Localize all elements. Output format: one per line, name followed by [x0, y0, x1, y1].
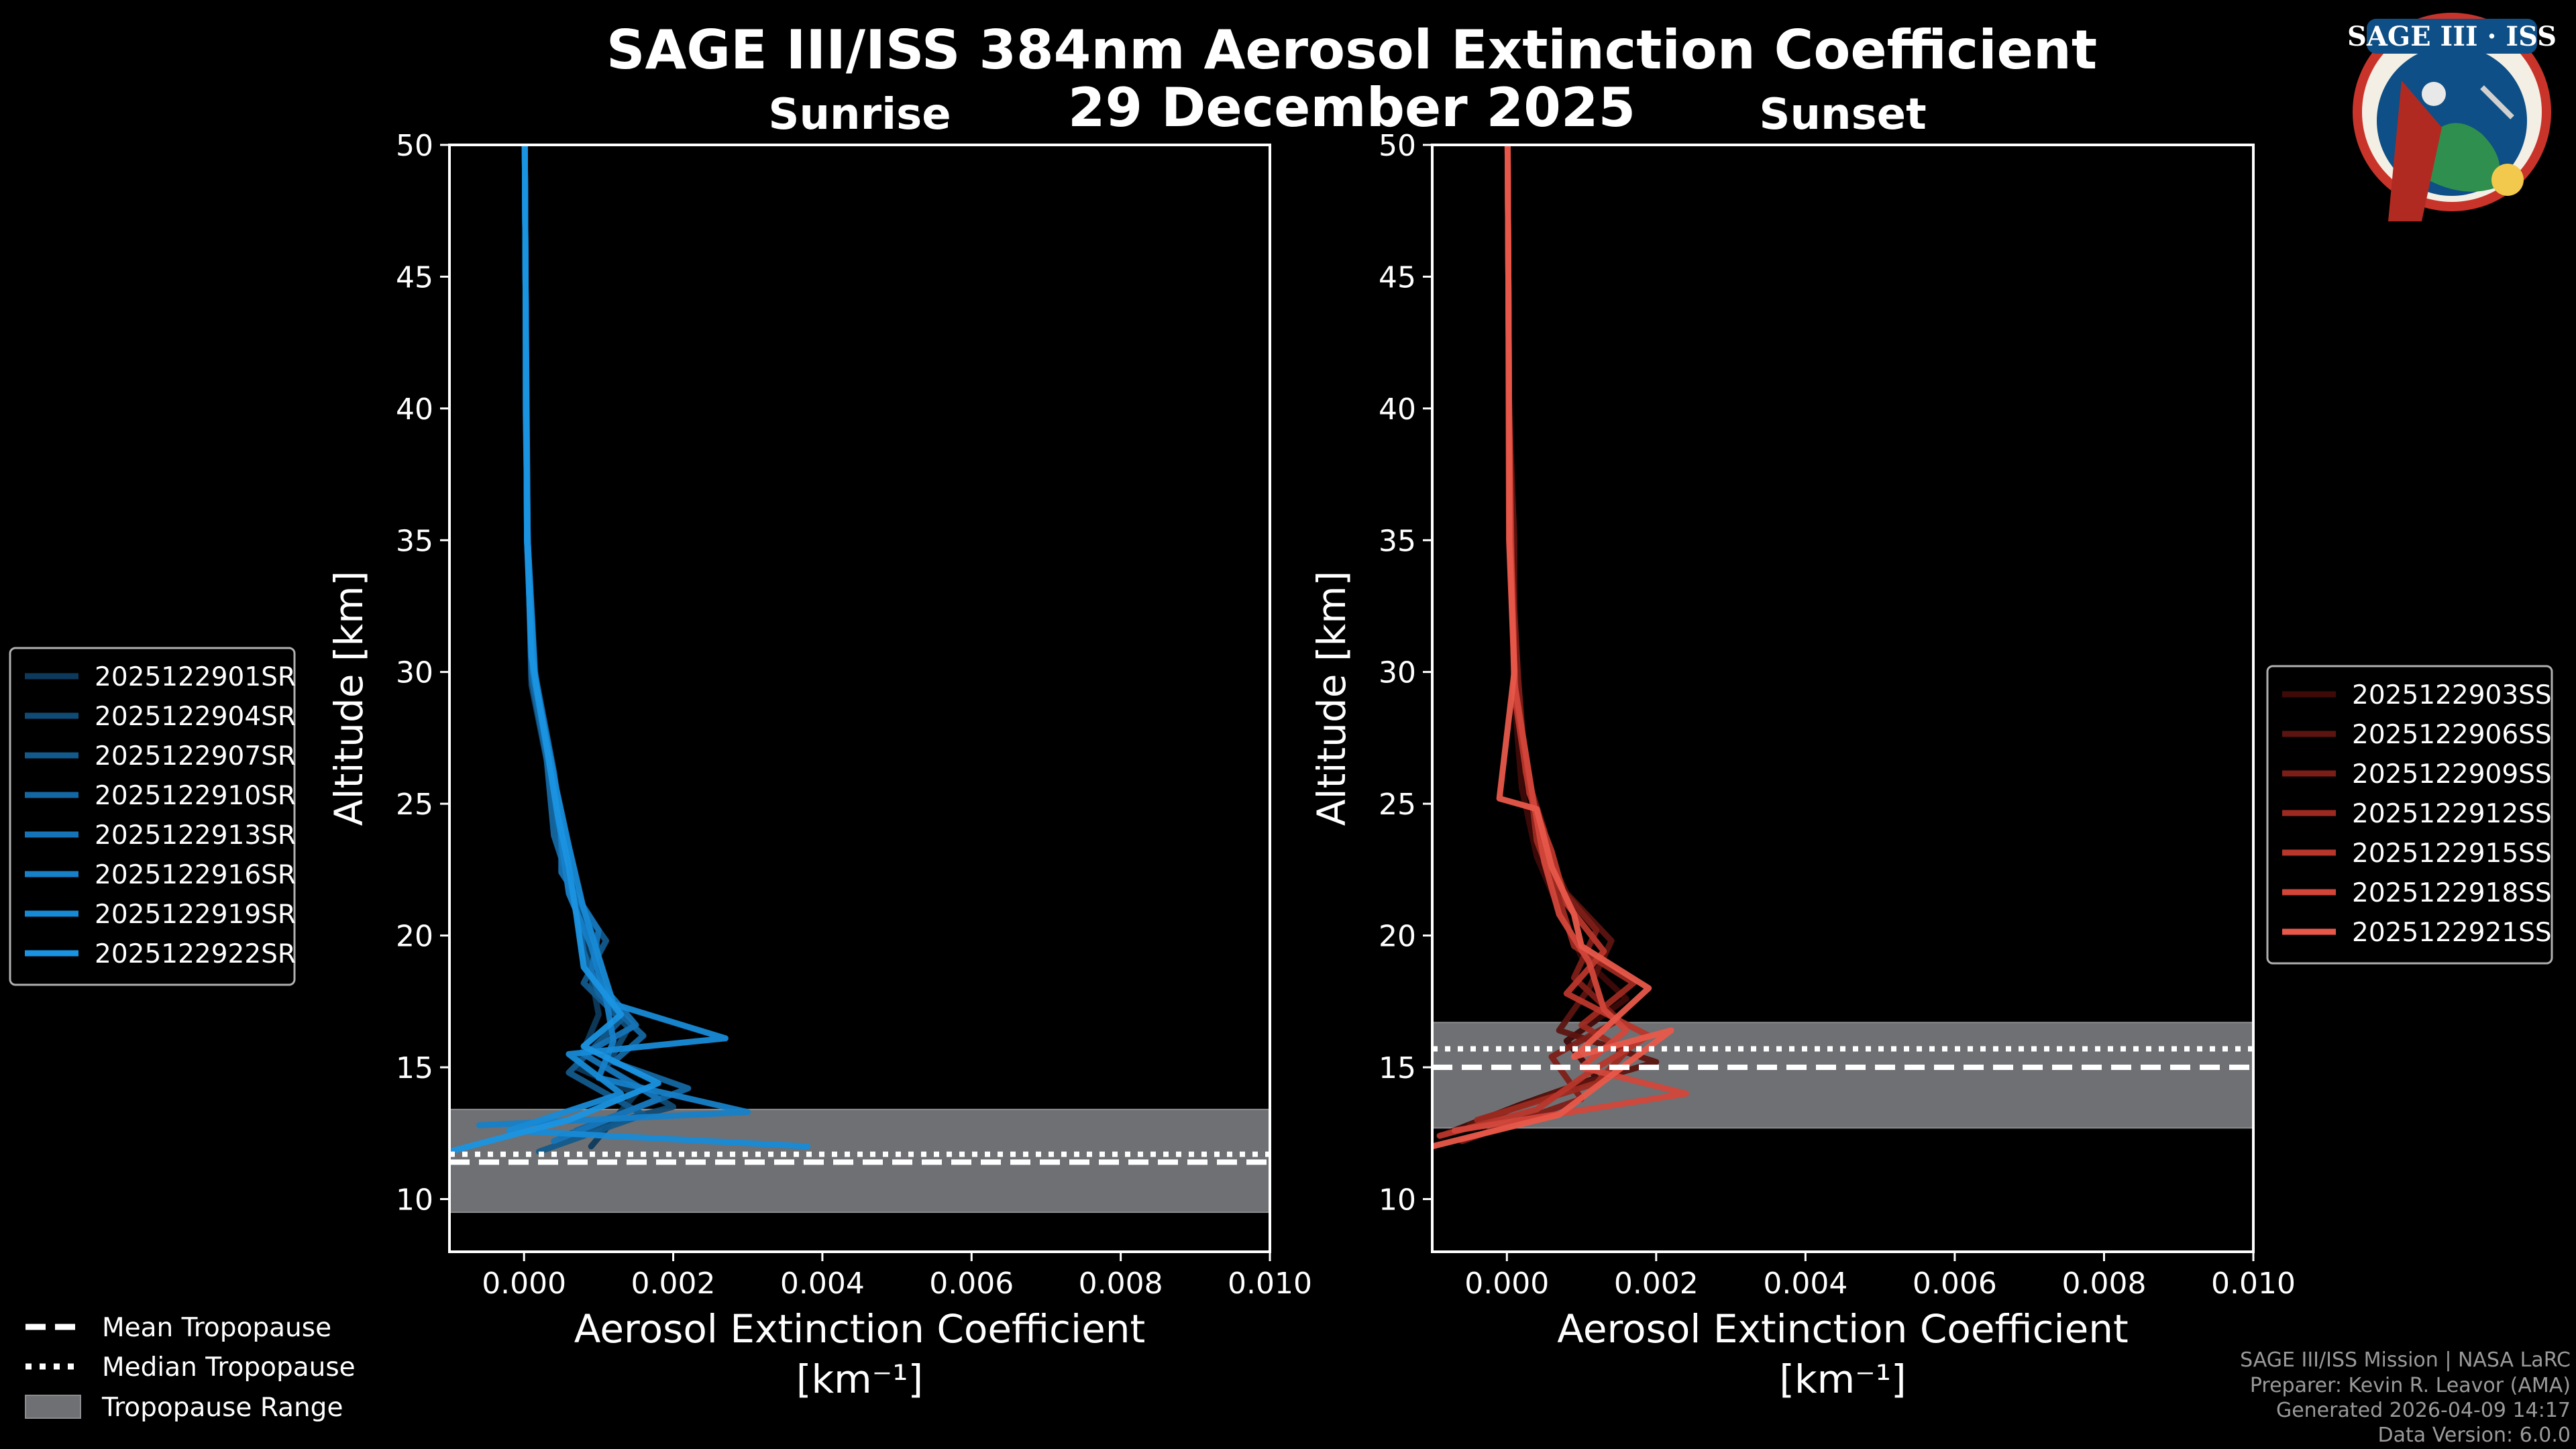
legend-label-2025122904SR: 2025122904SR [95, 702, 296, 732]
x-tick-label: 0.000 [482, 1267, 566, 1301]
figure-title-line1: SAGE III/ISS 384nm Aerosol Extinction Co… [606, 19, 2097, 81]
y-tick-label: 25 [396, 788, 433, 822]
y-tick-label: 30 [1379, 656, 1416, 690]
x-tick-label: 0.002 [631, 1267, 716, 1301]
legend-label-2025122913SR: 2025122913SR [95, 820, 296, 851]
legend-label-2025122901SR: 2025122901SR [95, 662, 296, 692]
legend-label-2025122903SS: 2025122903SS [2352, 680, 2552, 710]
y-tick-label: 10 [396, 1183, 433, 1217]
logo-title: SAGE III · ISS [2347, 21, 2557, 52]
credits: SAGE III/ISS Mission | NASA LaRC Prepare… [2240, 1348, 2571, 1447]
y-tick-label: 40 [396, 392, 433, 427]
x-tick-label: 0.010 [1228, 1267, 1312, 1301]
y-tick-label: 50 [396, 129, 433, 163]
median-tropopause-legend-label: Median Tropopause [102, 1352, 356, 1383]
y-tick-label: 25 [1379, 788, 1416, 822]
profile-lines [1432, 145, 1689, 1150]
profile-line-2025122921SS [1432, 145, 1674, 1150]
plot-frame [1431, 144, 2255, 1253]
sunset-panel: 10 15 20 25 30 35 40 45 50 0.000 0.002 0.004 0.006 0.… [1309, 90, 2296, 1402]
legend-label-2025122910SR: 2025122910SR [95, 781, 296, 811]
profile-line-2025122916SR [476, 145, 751, 1128]
profile-line-2025122903SS [1444, 145, 1629, 1136]
y-tick-label: 35 [396, 524, 433, 558]
x-axis-unit: [km⁻¹] [1779, 1356, 1906, 1402]
legend-label-2025122906SS: 2025122906SS [2352, 720, 2552, 750]
y-tick-label: 45 [1379, 260, 1416, 294]
legend-label-2025122918SS: 2025122918SS [2352, 878, 2552, 908]
plot-frame [448, 144, 1271, 1253]
x-axis-label: Aerosol Extinction Coefficient [574, 1306, 1146, 1352]
sunrise-legend: 2025122901SR 2025122904SR 2025122907SR 2025… [9, 647, 296, 986]
profile-line-2025122922SR [449, 145, 661, 1155]
legend-label-2025122907SR: 2025122907SR [95, 741, 296, 771]
profile-line-2025122919SR [506, 145, 811, 1150]
legend-label-2025122915SS: 2025122915SS [2352, 839, 2552, 869]
y-tick-label: 20 [1379, 920, 1416, 954]
x-tick-label: 0.008 [2061, 1267, 2146, 1301]
profile-line-2025122912SS [1474, 145, 1637, 1124]
legend-label-2025122922SR: 2025122922SR [95, 939, 296, 969]
figure-title-line2: 29 December 2025 [1068, 76, 1635, 139]
x-tick-label: 0.004 [780, 1267, 865, 1301]
y-tick-label: 45 [396, 260, 433, 294]
legend-label-2025122909SS: 2025122909SS [2352, 759, 2552, 790]
x-axis-label: Aerosol Extinction Coefficient [1557, 1306, 2129, 1352]
x-tick-label: 0.000 [1464, 1267, 1549, 1301]
x-axis-unit: [km⁻¹] [796, 1356, 923, 1402]
credit-generated: Generated 2026-04-09 14:17 [2276, 1399, 2571, 1422]
legend-box [9, 647, 296, 986]
y-tick-label: 10 [1379, 1183, 1416, 1217]
legend-label-2025122916SR: 2025122916SR [95, 860, 296, 890]
y-tick-label: 30 [396, 656, 433, 690]
legend-box [2266, 665, 2553, 965]
profile-lines [449, 145, 811, 1155]
credit-data-version: Data Version: 6.0.0 [2378, 1424, 2571, 1447]
x-tick-label: 0.008 [1079, 1267, 1163, 1301]
sunrise-panel: 10 15 20 25 30 35 40 45 50 0.000 0.002 0.004 0.006 0.… [326, 90, 1312, 1402]
sunset-legend: 2025122903SS 2025122906SS 2025122909SS 2025… [2266, 665, 2553, 965]
y-tick-label: 15 [1379, 1051, 1416, 1085]
y-axis-label: Altitude [km] [1309, 571, 1354, 826]
tropopause-range-legend-swatch [25, 1395, 81, 1419]
sage-iii-iss-mission-logo: SAGE III · ISS [2347, 13, 2557, 221]
x-tick-label: 0.006 [929, 1267, 1014, 1301]
x-tick-label: 0.010 [2211, 1267, 2296, 1301]
y-tick-label: 40 [1379, 392, 1416, 427]
profile-line-2025122901SR [521, 145, 639, 1150]
mean-tropopause-legend-label: Mean Tropopause [102, 1313, 331, 1343]
tropopause-legend: Mean Tropopause Median Tropopause Tropop… [25, 1313, 356, 1423]
y-tick-label: 50 [1379, 129, 1416, 163]
sunrise-panel-title: Sunrise [768, 90, 951, 140]
tropopause-range-legend-label: Tropopause Range [101, 1393, 343, 1423]
x-tick-label: 0.006 [1913, 1267, 1997, 1301]
credit-preparer: Preparer: Kevin R. Leavor (AMA) [2250, 1374, 2571, 1397]
legend-label-2025122912SS: 2025122912SS [2352, 799, 2552, 829]
profile-line-2025122907SR [521, 145, 647, 1155]
legend-label-2025122919SR: 2025122919SR [95, 900, 296, 930]
y-axis-label: Altitude [km] [326, 571, 372, 826]
credit-mission: SAGE III/ISS Mission | NASA LaRC [2240, 1348, 2571, 1372]
x-tick-label: 0.004 [1763, 1267, 1847, 1301]
profile-line-2025122918SS [1451, 145, 1689, 1134]
y-tick-label: 15 [396, 1051, 433, 1085]
y-tick-label: 35 [1379, 524, 1416, 558]
sunset-panel-title: Sunset [1759, 90, 1926, 140]
x-tick-label: 0.002 [1614, 1267, 1699, 1301]
y-tick-label: 20 [396, 920, 433, 954]
legend-label-2025122921SS: 2025122921SS [2352, 918, 2552, 948]
